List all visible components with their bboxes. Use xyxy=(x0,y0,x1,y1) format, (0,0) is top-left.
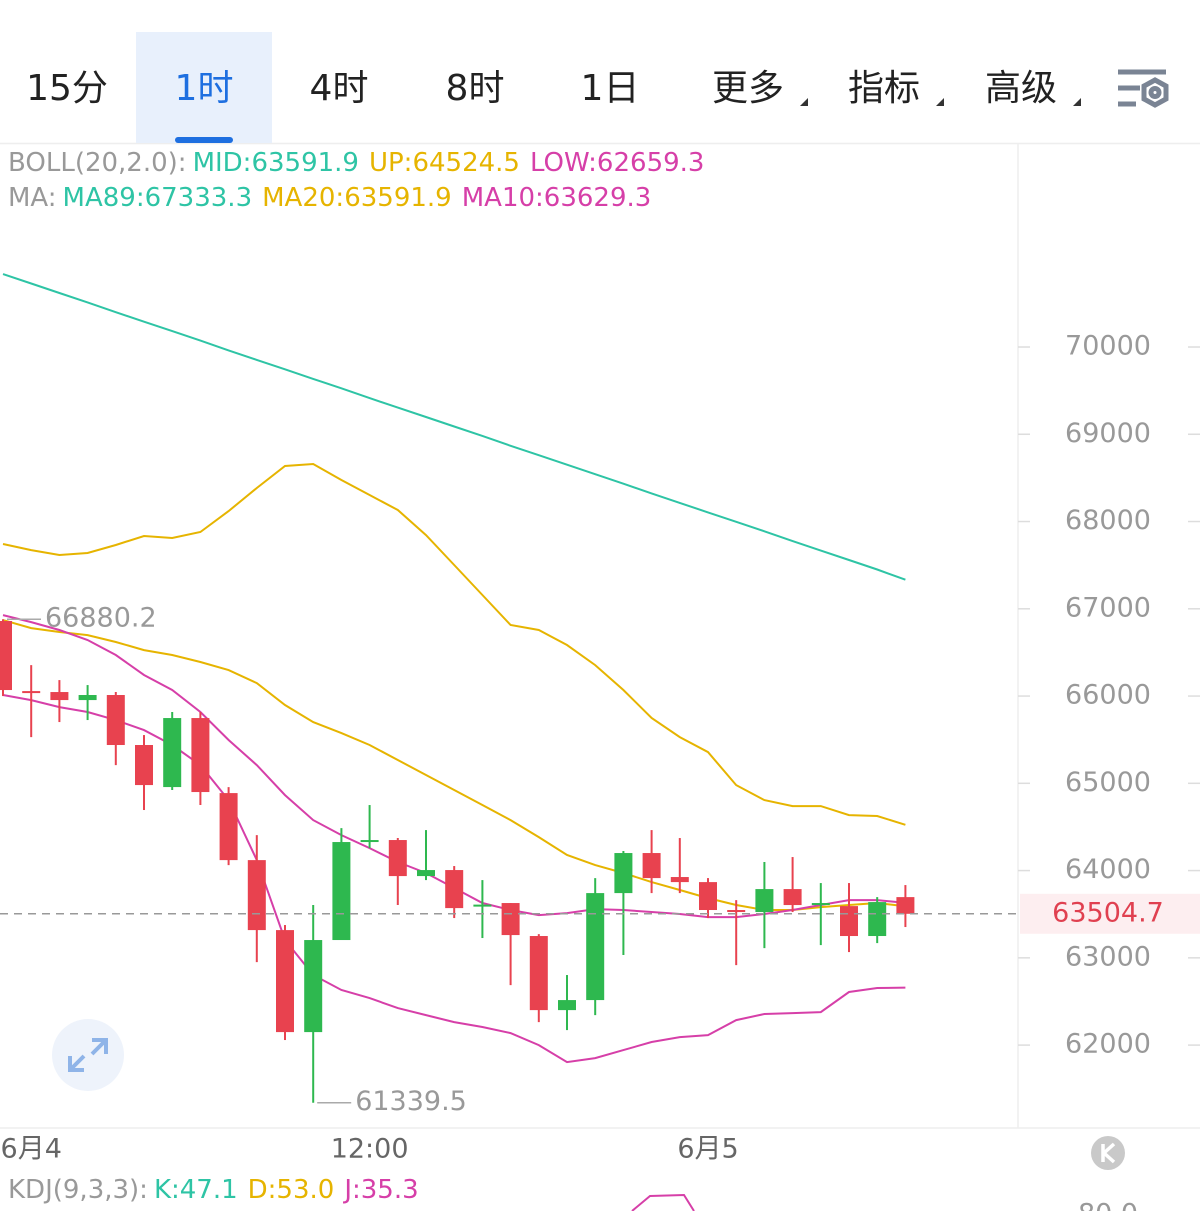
legend-entry: MA10:63629.3 xyxy=(462,183,652,213)
legend-entry: MA20:63591.9 xyxy=(262,183,452,213)
x-tick-label: 6月5 xyxy=(677,1134,738,1165)
extreme-label: 61339.5 xyxy=(355,1086,467,1117)
y-tick-label: 64000 xyxy=(1065,854,1151,885)
kline-toggle[interactable] xyxy=(1091,1136,1125,1170)
y-tick-label: 70000 xyxy=(1065,331,1151,362)
candle-body xyxy=(22,691,41,694)
tab[interactable]: 更多 xyxy=(712,68,784,109)
icon-hex xyxy=(1141,77,1169,108)
toggle-k xyxy=(1101,1142,1116,1164)
active-tab-bg xyxy=(136,32,272,143)
candle-body xyxy=(896,897,915,914)
dropdown-caret xyxy=(800,98,808,106)
candle-body xyxy=(276,930,294,1033)
indicator-line xyxy=(2,273,906,581)
y-tick-label: 68000 xyxy=(1065,505,1151,536)
candle-body xyxy=(360,840,379,843)
current-price-label: 63504.7 xyxy=(1052,897,1164,928)
candle-body xyxy=(445,870,464,909)
active-tab-indicator xyxy=(175,137,233,143)
candle-body xyxy=(332,842,351,941)
tab[interactable]: 1时 xyxy=(175,68,234,109)
legend-entry: UP:64524.5 xyxy=(369,148,520,178)
tab[interactable]: 8时 xyxy=(446,68,505,109)
candle-body xyxy=(219,793,238,861)
candle-body xyxy=(783,889,802,906)
tab[interactable]: 高级 xyxy=(985,68,1057,109)
tab[interactable]: 1日 xyxy=(581,68,640,109)
tab[interactable]: 指标 xyxy=(848,68,920,109)
candle-body xyxy=(642,853,661,879)
candle-body xyxy=(78,695,97,701)
legend-entry: J:35.3 xyxy=(342,1175,418,1205)
legend-entry: K:47.1 xyxy=(154,1175,238,1205)
extreme-label: 66880.2 xyxy=(45,603,157,634)
legend-line: BOLL(20,2.0): MID:63591.9 UP:64524.5 LOW:62… xyxy=(8,148,704,178)
x-tick-label: 6月4 xyxy=(1,1134,62,1165)
kdj-line-fragment xyxy=(631,1193,695,1211)
legend-title: KDJ(9,3,3): xyxy=(8,1175,148,1205)
candle-body xyxy=(614,853,633,894)
indicator-line xyxy=(2,619,906,911)
y-tick-label: 65000 xyxy=(1065,767,1151,798)
settings-icon[interactable] xyxy=(1118,69,1169,108)
x-tick-label: 12:00 xyxy=(331,1134,409,1165)
candle-body xyxy=(473,904,492,907)
y-tick-label: 63000 xyxy=(1065,941,1151,972)
candle-body xyxy=(755,889,774,913)
candle-body xyxy=(811,903,830,906)
legend-entry: D:53.0 xyxy=(248,1175,335,1205)
candle-body xyxy=(868,902,887,937)
tab[interactable]: 4时 xyxy=(310,68,369,109)
toggle-bg xyxy=(1091,1136,1125,1170)
candle-body xyxy=(727,910,746,913)
candle-body xyxy=(304,940,323,1033)
candle-body xyxy=(501,903,520,936)
candle-body xyxy=(135,745,153,786)
candle-body xyxy=(670,877,689,883)
candle-body xyxy=(191,718,210,793)
legend-line: KDJ(9,3,3): K:47.1 D:53.0 J:35.3 xyxy=(8,1175,419,1205)
legend-entry: MID:63591.9 xyxy=(193,148,359,178)
candle-body xyxy=(529,936,548,1011)
indicator-line xyxy=(2,462,906,826)
legend-entry: LOW:62659.3 xyxy=(530,148,704,178)
expand-arrows xyxy=(68,1038,108,1072)
y-tick-label: 62000 xyxy=(1065,1029,1151,1060)
candle-body xyxy=(388,840,407,877)
legend-title: MA: xyxy=(8,183,57,213)
icon-dot xyxy=(1148,86,1162,99)
candle-body xyxy=(247,860,266,931)
kdj-tick-label: 80.0 xyxy=(1078,1199,1138,1211)
candle-body xyxy=(50,692,69,701)
candle-body xyxy=(0,621,12,691)
legend-line: MA: MA89:67333.3 MA20:63591.9 MA10:63629.3 xyxy=(8,183,651,213)
dropdown-caret xyxy=(936,98,944,106)
current-price-box xyxy=(1020,893,1200,934)
candle-body xyxy=(417,870,435,877)
candle-body xyxy=(699,882,717,911)
expand-bg xyxy=(52,1019,124,1091)
y-tick-label: 67000 xyxy=(1065,592,1151,623)
y-tick-label: 69000 xyxy=(1065,418,1151,449)
dropdown-caret xyxy=(1073,98,1081,106)
legend-title: BOLL(20,2.0): xyxy=(8,148,187,178)
candle-body xyxy=(586,893,605,1001)
indicator-line xyxy=(2,694,906,1064)
candle-body xyxy=(840,906,858,937)
expand-button[interactable] xyxy=(52,1019,124,1091)
legend-entry: MA89:67333.3 xyxy=(63,183,253,213)
y-tick-label: 66000 xyxy=(1065,680,1151,711)
tab[interactable]: 15分 xyxy=(26,68,108,109)
candle-body xyxy=(163,718,182,788)
candle-body xyxy=(106,695,125,746)
candle-body xyxy=(558,1000,576,1011)
